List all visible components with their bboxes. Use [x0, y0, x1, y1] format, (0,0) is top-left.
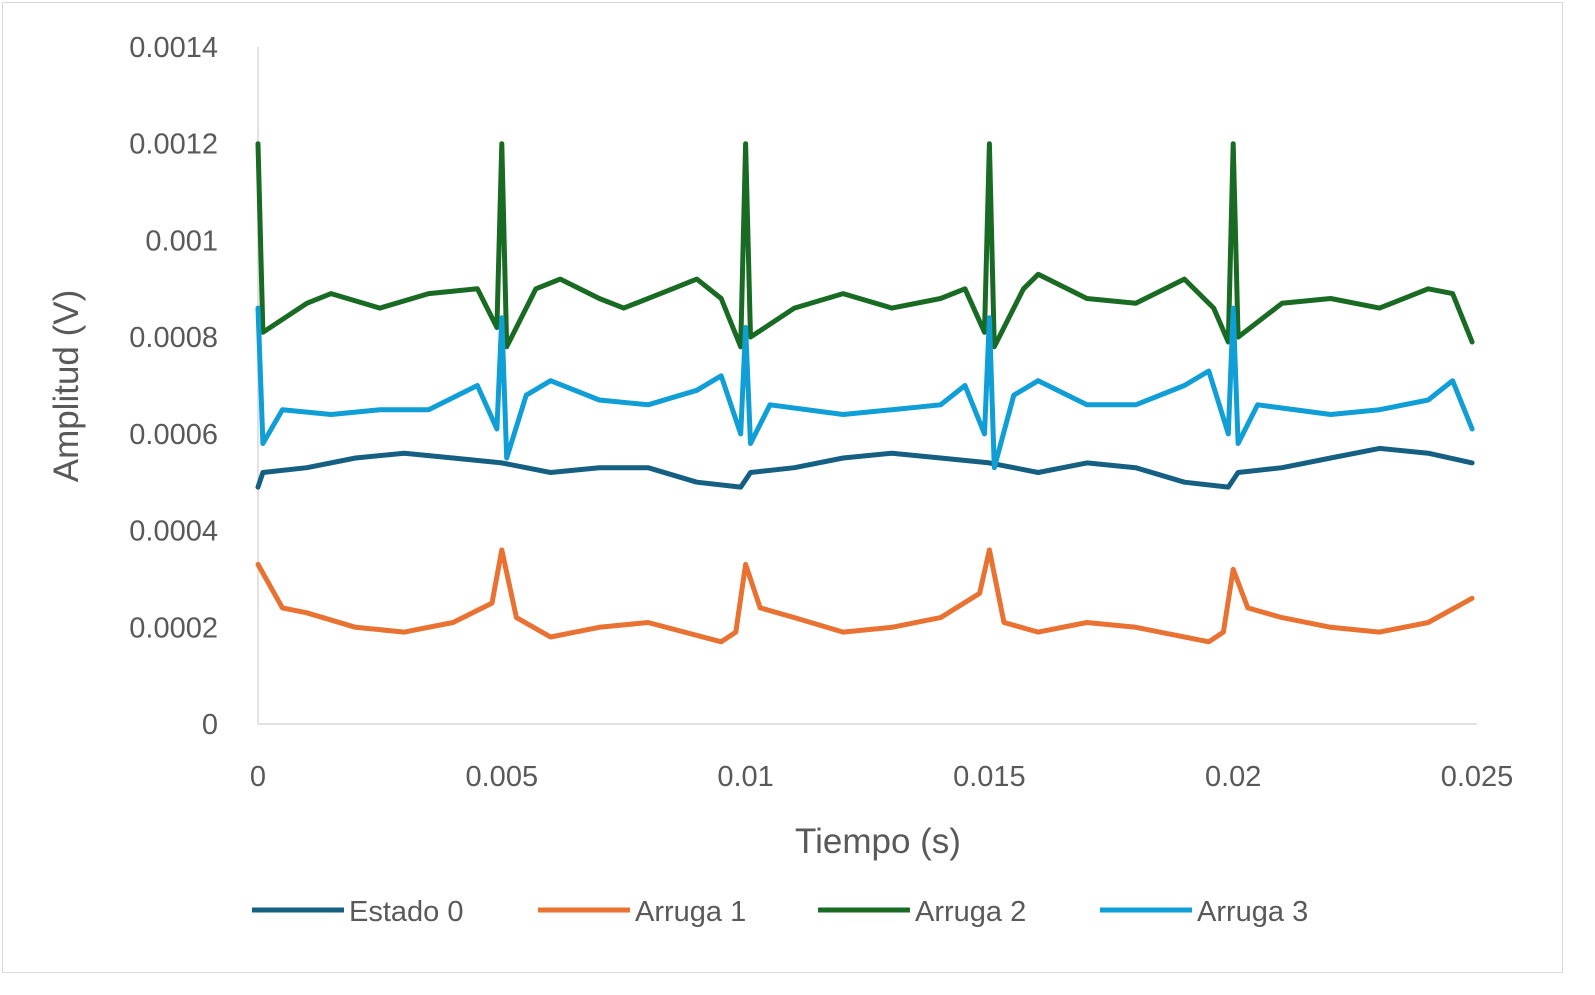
y-axis-label: Amplitud (V) — [47, 290, 86, 483]
series-line-1 — [255, 445, 1475, 490]
x-tick-label: 0 — [250, 761, 266, 793]
y-tick-label: 0.0012 — [129, 129, 218, 161]
x-tick-label: 0.015 — [953, 761, 1026, 793]
x-tick-label: 0.025 — [1441, 761, 1514, 793]
legend: Estado 0 Arruga 1 Arruga 2 Arruga 3 — [252, 896, 1308, 928]
x-axis-label: Tiempo (s) — [795, 822, 961, 861]
y-tick-label: 0.0008 — [129, 322, 218, 354]
y-tick-label: 0.0004 — [129, 516, 218, 548]
y-tick-label: 0.0002 — [129, 612, 218, 644]
y-tick-label: 0.0014 — [129, 32, 218, 64]
y-tick-label: 0 — [202, 709, 218, 741]
series-line-2 — [255, 547, 1475, 645]
legend-label: Arruga 2 — [915, 896, 1026, 928]
legend-label: Arruga 1 — [635, 896, 746, 928]
x-tick-label: 0.02 — [1205, 761, 1261, 793]
series-line-4 — [255, 305, 1475, 471]
legend-label: Estado 0 — [349, 896, 463, 928]
legend-label: Arruga 3 — [1197, 896, 1308, 928]
y-tick-label: 0.0006 — [129, 419, 218, 451]
x-tick-label: 0.01 — [717, 761, 773, 793]
x-tick-label: 0.005 — [466, 761, 539, 793]
chart-frame — [2, 2, 1563, 973]
y-tick-label: 0.001 — [145, 225, 218, 257]
series-line-3 — [255, 141, 1475, 350]
